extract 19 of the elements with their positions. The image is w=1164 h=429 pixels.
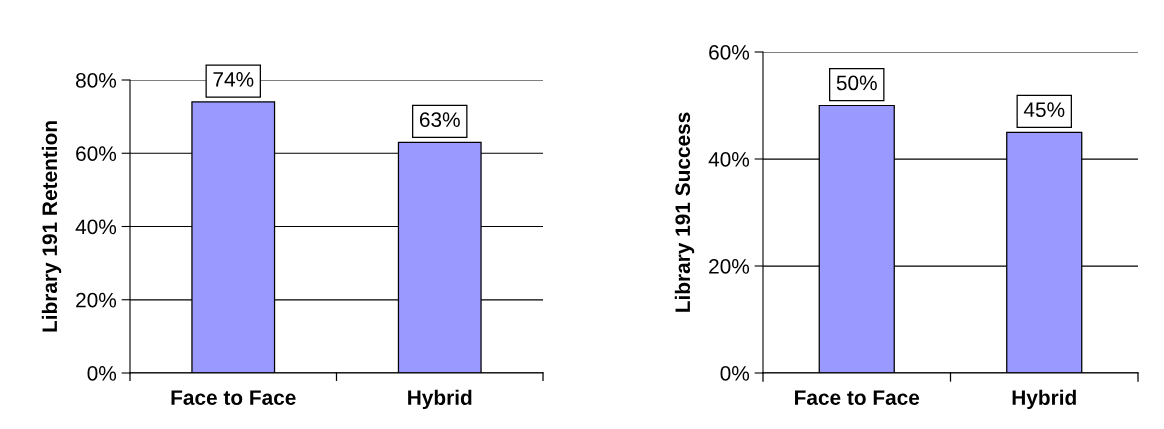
y-tick-label: 0% [87, 366, 117, 381]
data-label: 50% [836, 75, 877, 91]
y-tick-label: 20% [709, 259, 750, 274]
y-axis-title: Library 191 Success [674, 112, 695, 312]
data-label: 63% [419, 112, 460, 128]
x-tick-label: Face to Face [171, 390, 296, 405]
y-tick-label: 40% [75, 219, 117, 235]
x-tick-label: Hybrid [408, 389, 472, 410]
y-tick-label: 60% [709, 45, 750, 60]
y-tick-label: 40% [708, 152, 750, 167]
y-tick-label: 80% [76, 73, 117, 88]
y-tick-label: 0% [720, 366, 750, 381]
x-tick-label: Face to Face [795, 390, 920, 405]
data-label: 74% [213, 72, 254, 87]
y-axis-title: Library 191 Retention [41, 121, 62, 332]
y-tick-label: 20% [76, 292, 117, 308]
x-tick-label: Hybrid [1012, 389, 1076, 410]
data-label: 45% [1023, 102, 1065, 118]
y-tick-label: 60% [76, 146, 117, 161]
